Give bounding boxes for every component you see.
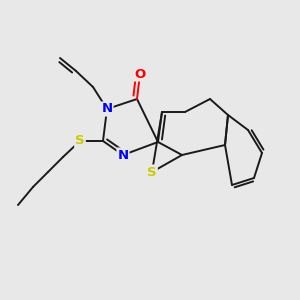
Text: N: N bbox=[101, 103, 112, 116]
Text: O: O bbox=[134, 68, 146, 80]
Text: N: N bbox=[117, 148, 129, 161]
Text: S: S bbox=[147, 166, 157, 178]
Text: S: S bbox=[75, 134, 85, 148]
